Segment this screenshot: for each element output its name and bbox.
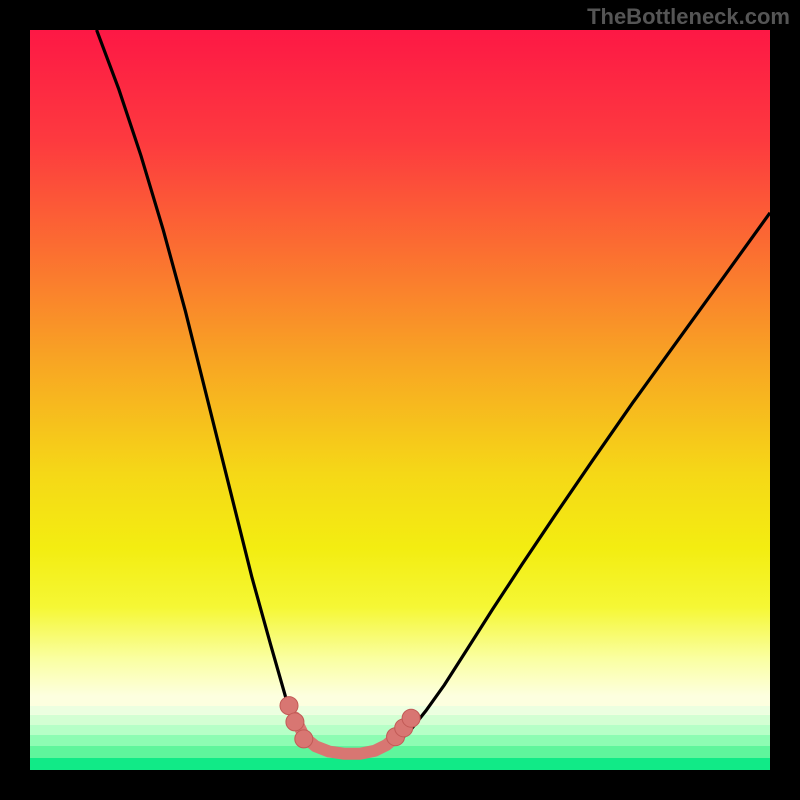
highlight-dot [286,713,304,731]
highlight-markers [280,697,420,748]
highlight-dot [295,730,313,748]
bottleneck-curve [97,30,770,754]
bottleneck-chart [30,30,770,770]
highlight-dot [280,697,298,715]
highlight-dot [402,709,420,727]
chart-curve-layer [30,30,770,770]
watermark-text: TheBottleneck.com [587,4,790,30]
